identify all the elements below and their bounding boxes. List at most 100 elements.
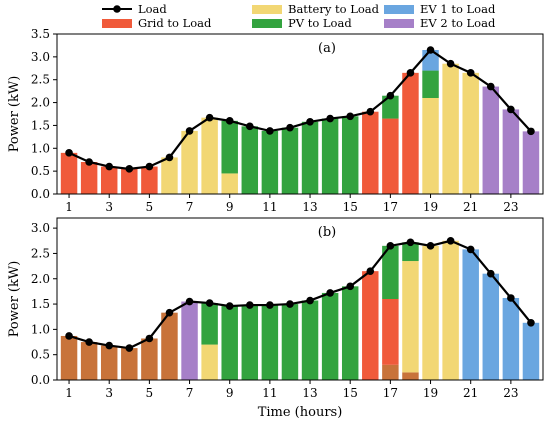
panel-b-bar-pv-9 [221,306,238,380]
panel-a-ytick-label-1: 0.5 [31,164,50,178]
panel-a-bar-pv-11 [261,130,279,194]
panel-a-load-line [68,48,532,170]
panel-b-xtick-label-7: 15 [343,386,358,400]
panel-a-load-point-21 [466,69,475,77]
panel-b-bar-ev2-7 [181,301,198,380]
panel-b-load-point-9 [225,302,234,310]
legend-swatch-grid [102,19,132,28]
panel-b-load-line [68,239,532,350]
panel-a-ytick-label-0: 0.0 [31,187,50,201]
panel-b-load-point-11 [266,301,274,309]
legend-swatch-battery [252,5,282,14]
panel-b-load-point-21 [466,245,475,254]
panel-b-bar-pv-10 [241,305,259,380]
panel-a-load-point-20 [446,59,455,68]
panel-a-bar-grid-5 [141,166,158,194]
panel-b-load-point-22 [486,269,495,278]
panel-a-ytick-label-7: 3.5 [31,27,50,41]
panel-a-bar-pv-14 [321,118,339,194]
panel-b-xtick-label-10: 21 [463,386,478,400]
panel-a-bar-ev2-22 [482,86,500,194]
panel-a-load-point-4 [125,165,134,173]
panel-a-load-point-14 [326,114,334,123]
panel-a-xtick-label-7: 15 [343,200,358,214]
panel-b-bar-grid_dark-17 [382,364,399,380]
panel-b-bar-grid_dark-5 [141,338,158,380]
panel-b-xtick-label-2: 5 [146,386,154,400]
panel-b-bar-ev1-22 [482,273,500,380]
panel-b-xtick-label-1: 3 [105,386,113,400]
panel-a-load-point-16 [366,107,375,116]
panel-b-bar-ev1-24 [522,322,540,380]
panel-a-load-point-3 [105,162,114,171]
panel-a-axes-frame [56,33,544,195]
panel-a-xtick-label-8: 17 [383,200,398,214]
panel-a-ytick-label-2: 1.0 [31,141,50,155]
panel-b-label: (b) [318,225,336,240]
legend-swatch-pv [252,19,282,28]
panel-b-bar-pv-15 [341,286,359,380]
panel-b-load-point-18 [406,238,415,247]
panel-a-load-point-24 [527,127,535,136]
panel-b-bar-pv-14 [321,292,339,380]
panel-a-bar-battery-7 [181,130,198,194]
panel-b-ytick-label-6: 3.0 [31,221,50,235]
panel-b-load-point-10 [245,301,254,309]
panel-a-load-point-8 [205,113,214,122]
panel-a-ylabel: Power (kW) [7,76,22,153]
panel-a-label: (a) [318,41,336,56]
panel-a-bar-grid-2 [80,162,98,194]
panel-a-bar-pv-12 [281,127,299,194]
panel-b-xtick-label-4: 9 [226,386,234,400]
panel-b-bar-pv-18 [402,242,419,262]
panel-b-load-point-23 [507,294,515,302]
legend-label-ev2: EV 2 to Load [420,16,496,30]
panel-b-bar-grid-17 [382,299,399,365]
legend-label-pv: PV to Load [288,16,352,30]
panel-b-load-point-3 [105,341,114,350]
panel-b-ytick-label-2: 1.0 [31,322,50,336]
panel-b-load-point-20 [446,236,455,245]
panel-a-bar-grid-17 [382,118,399,194]
panel-b-bar-battery-18 [402,261,419,373]
legend-label-load: Load [138,2,167,16]
panel-a-load-point-7 [185,127,194,135]
legend-label-grid: Grid to Load [138,16,212,30]
panel-b-bar-pv-13 [301,300,319,380]
panel-b-bar-pv-17 [382,245,399,299]
panel-b-load-point-5 [145,334,154,343]
panel-b-bar-battery-20 [442,240,459,380]
panel-b-bar-grid_dark-2 [80,342,98,380]
panel-a-ytick-label-3: 1.5 [31,118,50,132]
panel-a-load-point-2 [85,158,93,166]
legend-label-battery: Battery to Load [288,2,380,16]
panel-a-load-point-23 [507,105,515,114]
panel-b-xtick-label-8: 17 [383,386,398,400]
legend-swatch-ev1 [384,5,414,14]
panel-b-load-point-13 [306,296,314,305]
panel-b-bar-pv-11 [261,305,279,380]
panel-b-ytick-label-3: 1.5 [31,297,50,311]
panel-a-bar-pv-10 [241,126,259,194]
panel-a-ytick-label-5: 2.5 [31,73,50,87]
panel-a-bar-pv-19 [422,70,439,98]
panel-a-bar-battery-6 [161,157,178,194]
panel-a-xtick-label-4: 9 [226,200,234,214]
panel-b-xtick-label-11: 23 [503,386,518,400]
panel-b-bar-grid-16 [362,271,379,380]
panel-b-load-point-7 [185,297,194,306]
panel-a-xtick-label-2: 5 [146,200,154,214]
panel-a-ytick-label-6: 3.0 [31,50,50,64]
panel-a-load-point-17 [386,91,395,100]
panel-a-bar-pv-17 [382,95,399,119]
panel-a-load-point-10 [245,122,254,131]
panel-a-load-point-13 [306,117,314,126]
panel-a-bar-grid-16 [362,111,379,194]
panel-b-load-point-1 [65,332,73,340]
panel-a-bar-battery-19 [422,98,439,194]
panel-b-load-point-24 [527,318,535,327]
panel-a-xtick-label-6: 13 [302,200,317,214]
panel-b-axes-frame [56,217,544,381]
panel-a-bar-grid-18 [402,72,419,194]
